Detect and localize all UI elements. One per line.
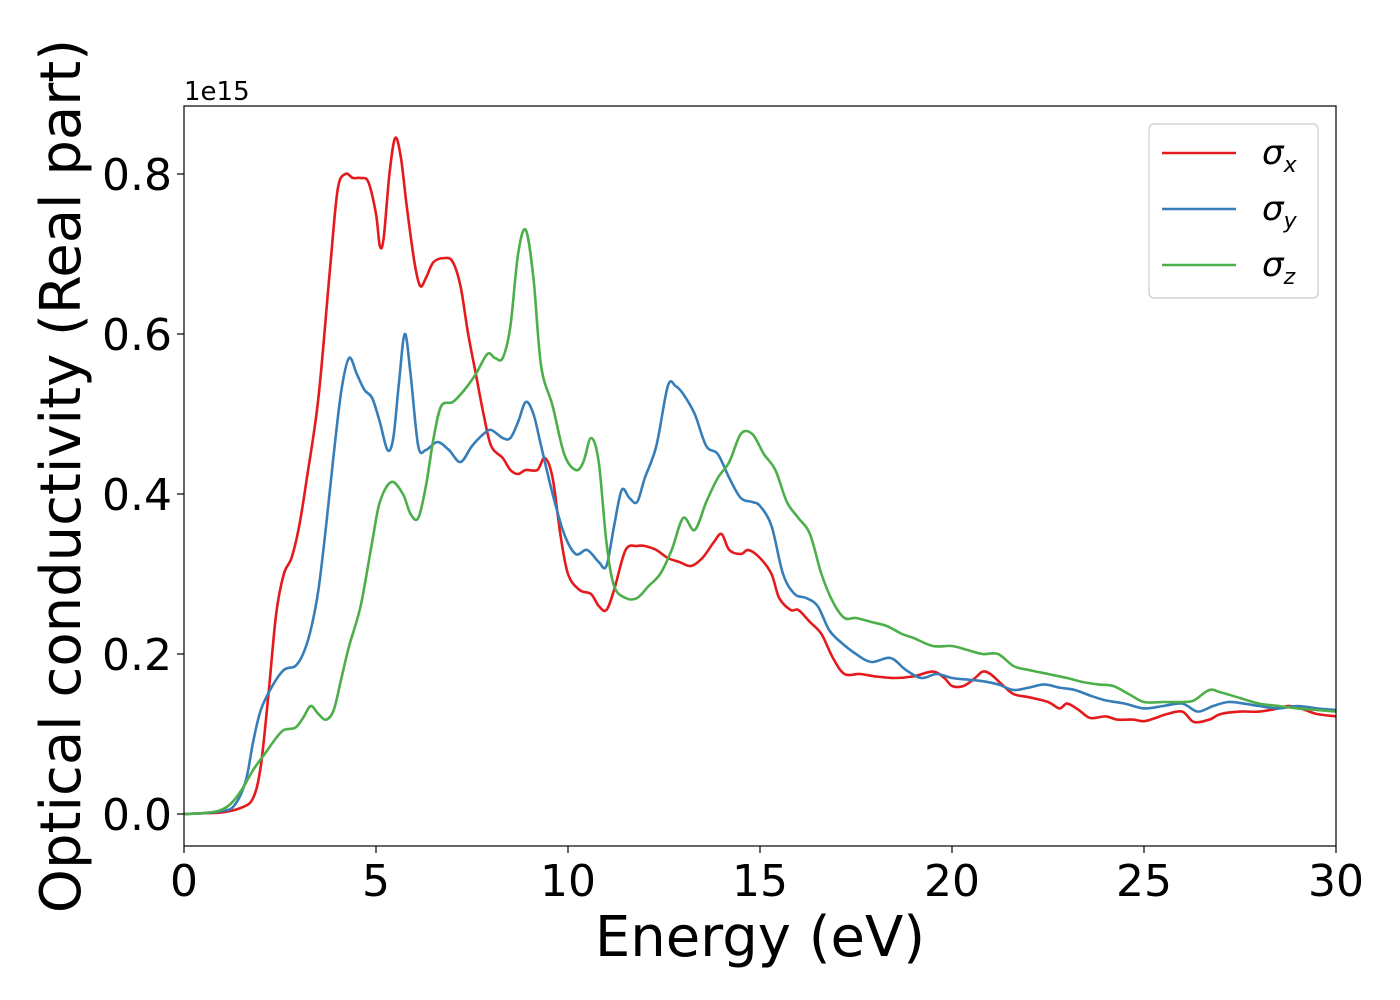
legend-label-x: σx	[1262, 133, 1298, 178]
y-axis: 0.0 0.2 0.4 0.6 0.8	[102, 150, 184, 841]
y-axis-label: Optical conductivity (Real part)	[29, 39, 94, 913]
series-line-z	[184, 227, 1336, 816]
legend-subscript: z	[1283, 265, 1296, 290]
legend-subscript: x	[1283, 153, 1298, 178]
x-tick-label: 25	[1116, 856, 1172, 907]
x-tick-label: 5	[362, 856, 390, 907]
legend-box	[1148, 123, 1319, 299]
x-tick-label: 15	[732, 856, 788, 907]
series-line-y	[184, 332, 1336, 816]
y-offset-text: 1e15	[184, 77, 250, 107]
y-tick-label: 0.4	[102, 470, 172, 521]
series-line-x	[184, 136, 1336, 816]
x-tick-label: 0	[170, 856, 198, 907]
x-tick-label: 20	[924, 856, 980, 907]
legend-subscript: y	[1283, 209, 1298, 234]
x-axis: 0 5 10 15 20 25 30	[170, 846, 1364, 907]
x-tick-label: 30	[1308, 856, 1364, 907]
y-tick-label: 0.8	[102, 150, 172, 201]
y-tick-label: 0.2	[102, 630, 172, 681]
y-tick-label: 0.0	[102, 790, 172, 841]
y-tick-label: 0.6	[102, 310, 172, 361]
x-axis-label: Energy (eV)	[595, 905, 925, 970]
x-tick-label: 10	[540, 856, 596, 907]
series-layer	[184, 136, 1336, 816]
